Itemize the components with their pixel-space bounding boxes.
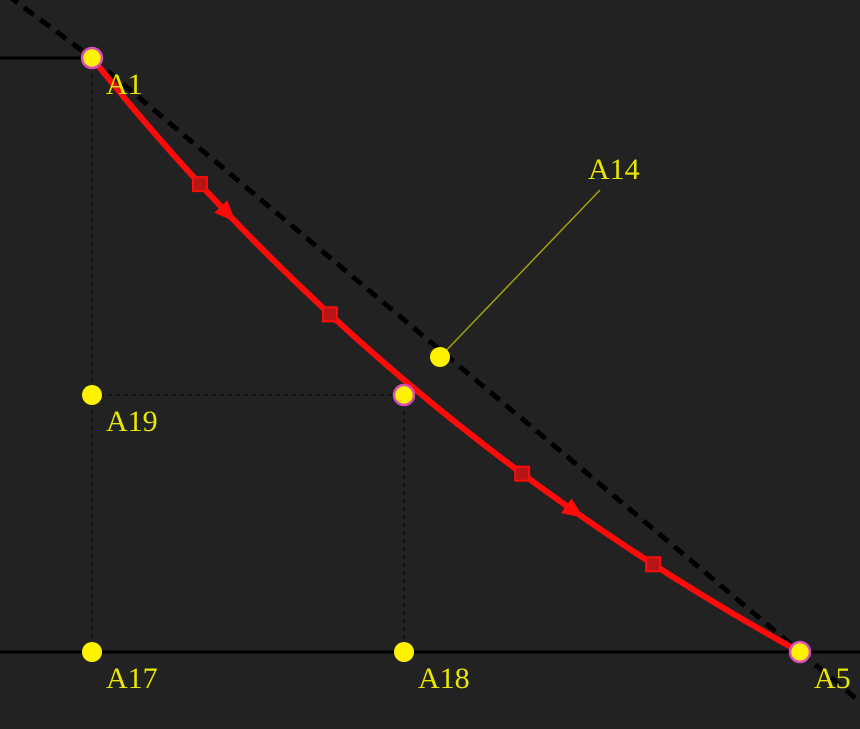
leader-line [440, 190, 600, 357]
label-a18: A18 [418, 662, 470, 695]
point-a19 [82, 385, 102, 405]
diagram-canvas: A1 A5 A14 A19 A17 A18 [0, 0, 860, 729]
point-a17 [82, 642, 102, 662]
label-a19: A19 [106, 405, 158, 438]
point-a14 [430, 347, 450, 367]
dashed-chord [0, 0, 92, 58]
point-mid [394, 385, 414, 405]
curve-marker [646, 557, 660, 571]
label-a5: A5 [814, 662, 851, 695]
point-a5 [790, 642, 810, 662]
label-a1: A1 [106, 68, 143, 101]
curve-marker [515, 467, 529, 481]
curve-marker [193, 177, 207, 191]
point-a18 [394, 642, 414, 662]
label-a14: A14 [588, 153, 640, 186]
point-a1 [82, 48, 102, 68]
label-a17: A17 [106, 662, 158, 695]
curve-marker [323, 307, 337, 321]
